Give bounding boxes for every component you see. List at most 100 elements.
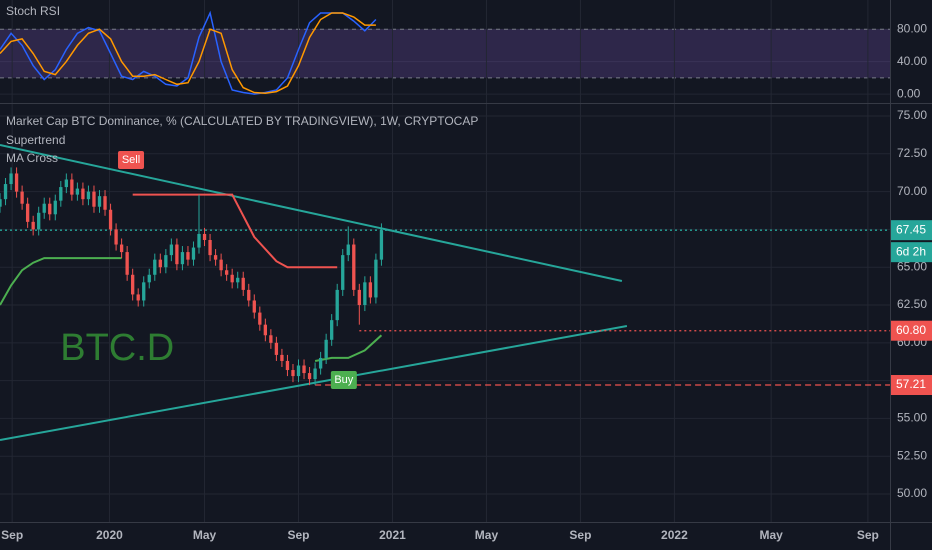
candle-body bbox=[37, 212, 41, 230]
candle-body bbox=[31, 221, 35, 230]
candle-body bbox=[75, 188, 80, 195]
candle-body bbox=[368, 282, 373, 298]
candle-body bbox=[175, 244, 179, 265]
candle-body bbox=[164, 255, 168, 268]
x-tick-label: Sep bbox=[1, 528, 23, 542]
candle-body bbox=[236, 277, 240, 283]
candle-body bbox=[3, 184, 8, 200]
x-tick-label: 2020 bbox=[96, 528, 123, 542]
candle-body bbox=[20, 191, 24, 204]
x-tick-label: 2022 bbox=[661, 528, 688, 542]
candle-body bbox=[269, 335, 273, 343]
signal-tag bbox=[118, 151, 145, 170]
supertrend-line bbox=[132, 193, 338, 269]
candle-body bbox=[208, 239, 212, 256]
x-tick-label: Sep bbox=[288, 528, 310, 542]
price-tag bbox=[891, 375, 932, 396]
price-tag bbox=[891, 220, 932, 241]
candle-body bbox=[153, 259, 157, 275]
candle-body bbox=[291, 370, 295, 377]
candle-body bbox=[158, 259, 162, 268]
candle-body bbox=[274, 342, 279, 355]
stoch-line bbox=[0, 10, 377, 95]
candle-body bbox=[302, 365, 306, 374]
candle-body bbox=[263, 324, 267, 336]
y-tick-label: 72.50 bbox=[897, 146, 927, 160]
price-tag bbox=[891, 320, 932, 341]
candle-body bbox=[357, 289, 361, 306]
candle-body bbox=[202, 233, 207, 240]
candle-body bbox=[213, 255, 218, 260]
candle-body bbox=[136, 294, 140, 301]
candle-body bbox=[346, 244, 350, 256]
candle-body bbox=[9, 173, 13, 185]
y-tick-label: 40.00 bbox=[897, 54, 927, 68]
candle-body bbox=[103, 196, 107, 210]
label-layer: 67.45 6d 2h 60.80 57.21 Sep 2020 May Sep 2021 May… bbox=[1, 220, 932, 542]
x-tick-label: May bbox=[193, 528, 217, 542]
chart-title: Market Cap BTC Dominance, % (CALCULATED … bbox=[6, 114, 478, 128]
countdown-label: 6d 2h bbox=[896, 244, 926, 258]
candle-body bbox=[219, 259, 223, 271]
candle-body bbox=[230, 274, 234, 283]
candle-body bbox=[119, 244, 124, 253]
indicator-label: MA Cross bbox=[6, 151, 58, 165]
y-tick-label: 52.50 bbox=[897, 448, 927, 462]
candle-body bbox=[191, 247, 196, 260]
price-tag-label: 67.45 bbox=[896, 222, 926, 236]
band bbox=[0, 29, 890, 78]
y-tick-label: 0.00 bbox=[897, 86, 921, 100]
candle-body bbox=[341, 255, 345, 290]
candle-body bbox=[180, 252, 185, 265]
y-tick-label: 62.50 bbox=[897, 297, 927, 311]
candle-body bbox=[224, 270, 229, 275]
x-tick-label: May bbox=[475, 528, 499, 542]
candle-body bbox=[53, 200, 57, 215]
x-tick-label: May bbox=[759, 528, 783, 542]
trendline bbox=[0, 325, 628, 441]
candle-body bbox=[114, 229, 118, 245]
candle-body bbox=[335, 289, 339, 321]
candle-body bbox=[252, 300, 256, 313]
price-tag-label: 60.80 bbox=[896, 323, 926, 337]
candle-body bbox=[330, 320, 334, 340]
candle-body bbox=[147, 274, 151, 283]
countdown-tag bbox=[891, 242, 932, 263]
candle-body bbox=[247, 289, 251, 301]
candle-body bbox=[92, 191, 96, 207]
trendline bbox=[0, 144, 623, 282]
candle-body bbox=[81, 188, 85, 200]
y-tick-label: 55.00 bbox=[897, 411, 927, 425]
candle-body bbox=[59, 187, 63, 201]
candle-body bbox=[64, 179, 68, 188]
x-tick-label: Sep bbox=[857, 528, 879, 542]
candle-body bbox=[280, 354, 284, 361]
candle-body bbox=[324, 339, 328, 358]
candle-body bbox=[258, 312, 262, 325]
signal-label: Sell bbox=[122, 154, 140, 166]
candle-body bbox=[70, 179, 74, 195]
x-tick-label: 2021 bbox=[379, 528, 406, 542]
candle-body bbox=[363, 282, 367, 306]
y-tick-label: 50.00 bbox=[897, 486, 927, 500]
candle-body bbox=[142, 282, 146, 301]
pane-title: Stoch RSI bbox=[6, 4, 60, 18]
candle-body bbox=[131, 274, 135, 295]
y-tick-label: 65.00 bbox=[897, 259, 927, 273]
candle-body bbox=[0, 199, 2, 207]
indicator-label: Supertrend bbox=[6, 133, 65, 147]
signal-tag bbox=[330, 371, 357, 390]
candle-body bbox=[307, 373, 312, 380]
candle-body bbox=[318, 357, 323, 369]
candle-body bbox=[14, 173, 19, 192]
y-tick-label: 70.00 bbox=[897, 184, 927, 198]
candle-body bbox=[379, 230, 384, 260]
candle-body bbox=[97, 196, 102, 207]
candle-body bbox=[169, 244, 174, 256]
stoch-line bbox=[0, 12, 376, 95]
candle-body bbox=[86, 191, 91, 200]
candle-body bbox=[352, 244, 356, 290]
